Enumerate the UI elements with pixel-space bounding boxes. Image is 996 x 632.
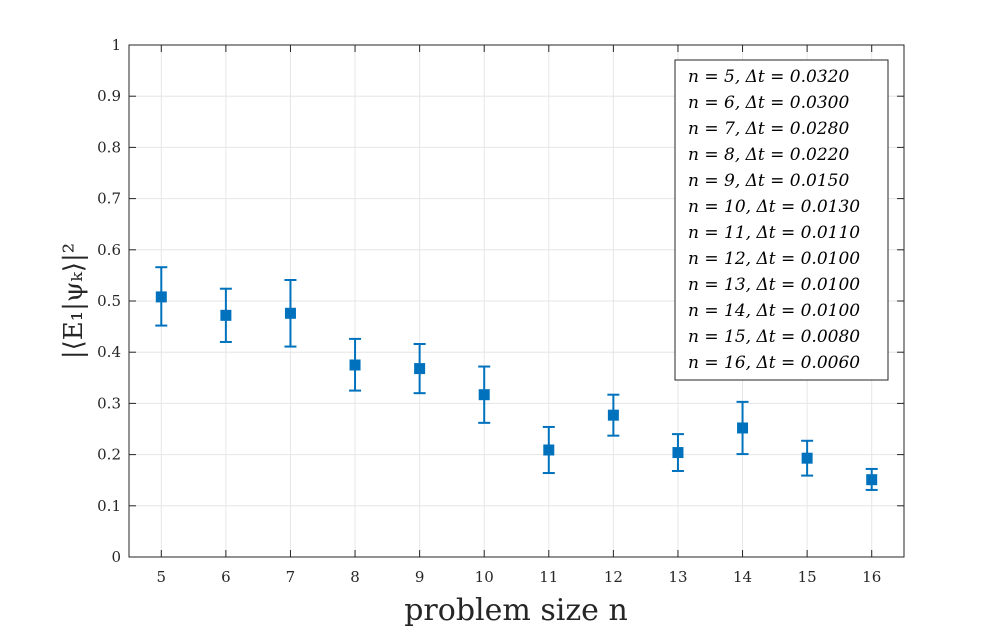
y-tick-label: 0.8 bbox=[97, 138, 121, 156]
legend-entry: n = 10, Δt = 0.0130 bbox=[688, 197, 860, 217]
data-point-group bbox=[155, 266, 168, 327]
data-point-marker bbox=[284, 307, 296, 319]
data-point-marker bbox=[478, 389, 490, 401]
legend-box bbox=[674, 59, 889, 381]
data-point-group bbox=[284, 279, 297, 348]
legend-entry: n = 11, Δt = 0.0110 bbox=[688, 223, 860, 243]
x-tick-label: 6 bbox=[221, 568, 231, 586]
x-tick-label: 15 bbox=[798, 568, 817, 586]
x-tick-label: 12 bbox=[604, 568, 623, 586]
y-tick-label: 0.1 bbox=[97, 497, 121, 515]
y-tick-label: 0.2 bbox=[97, 446, 121, 464]
data-series bbox=[155, 266, 878, 491]
x-tick-label: 13 bbox=[668, 568, 687, 586]
data-point-marker bbox=[543, 444, 555, 456]
data-point-group bbox=[865, 467, 878, 491]
y-tick-label: 0 bbox=[111, 548, 121, 566]
data-point-marker bbox=[349, 359, 361, 371]
data-point-marker bbox=[414, 363, 426, 375]
data-point-group bbox=[671, 433, 684, 472]
data-point-marker bbox=[672, 447, 684, 459]
legend-entry: n = 5, Δt = 0.0320 bbox=[688, 67, 849, 87]
x-tick-label: 7 bbox=[286, 568, 296, 586]
x-tick-label: 11 bbox=[539, 568, 558, 586]
legend-entry: n = 13, Δt = 0.0100 bbox=[688, 275, 860, 295]
x-tick-label: 5 bbox=[157, 568, 167, 586]
data-point-group bbox=[478, 365, 491, 424]
x-tick-label: 10 bbox=[475, 568, 494, 586]
data-point-marker bbox=[220, 309, 232, 321]
data-point-group bbox=[607, 393, 620, 437]
y-axis-label: |⟨E₁|ψₖ⟩|² bbox=[59, 243, 89, 359]
data-point-marker bbox=[866, 474, 878, 486]
legend-entry: n = 16, Δt = 0.0060 bbox=[688, 353, 860, 373]
x-tick-label: 9 bbox=[415, 568, 425, 586]
x-tick-label: 14 bbox=[733, 568, 752, 586]
y-tick-label: 0.3 bbox=[97, 394, 121, 412]
data-point-group bbox=[801, 439, 814, 477]
data-point-group bbox=[542, 425, 555, 475]
data-point-marker bbox=[801, 452, 813, 464]
legend-entry: n = 9, Δt = 0.0150 bbox=[688, 171, 849, 191]
data-point-group bbox=[736, 400, 749, 456]
y-tick-label: 0.9 bbox=[97, 87, 121, 105]
legend-entry: n = 15, Δt = 0.0080 bbox=[688, 327, 860, 347]
y-tick-label: 1 bbox=[111, 36, 121, 54]
legend: n = 5, Δt = 0.0320 n = 6, Δt = 0.0300 n = … bbox=[674, 59, 889, 381]
x-tick-label: 8 bbox=[350, 568, 360, 586]
data-point-marker bbox=[737, 422, 749, 434]
y-tick-label: 0.4 bbox=[97, 343, 121, 361]
axis-ticks: 5 6 7 8 9 10 11 12 13 14 15 16 0 0.1 0.2 0.3 0.4 0.5 0.6 0.… bbox=[97, 36, 904, 586]
y-tick-label: 0.7 bbox=[97, 190, 121, 208]
legend-entry: n = 8, Δt = 0.0220 bbox=[688, 145, 849, 165]
legend-entry: n = 12, Δt = 0.0100 bbox=[688, 249, 860, 269]
data-point-group bbox=[413, 343, 426, 395]
data-point-marker bbox=[607, 409, 619, 421]
y-tick-label: 0.5 bbox=[97, 292, 121, 310]
data-point-group bbox=[349, 337, 362, 392]
x-axis-label: problem size n bbox=[404, 593, 628, 628]
legend-entry: n = 6, Δt = 0.0300 bbox=[688, 93, 849, 113]
legend-entry: n = 7, Δt = 0.0280 bbox=[688, 119, 849, 139]
y-tick-label: 0.6 bbox=[97, 241, 121, 259]
data-point-marker bbox=[155, 291, 167, 303]
data-point-group bbox=[219, 287, 232, 343]
x-tick-label: 16 bbox=[862, 568, 881, 586]
legend-entry: n = 14, Δt = 0.0100 bbox=[688, 301, 860, 321]
